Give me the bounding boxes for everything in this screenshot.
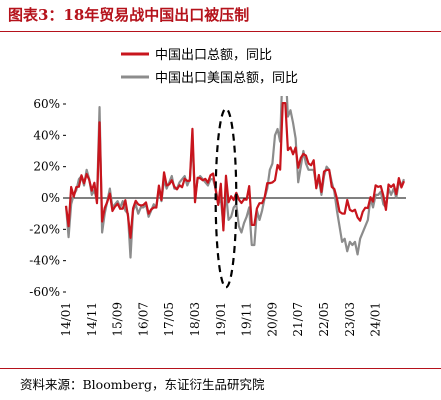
y-tick-label: 60% [33, 97, 60, 111]
y-axis: 60% 40% 20% 0% -20% -40% -60% [29, 97, 66, 299]
x-tick-label: 20/09 [265, 302, 279, 337]
trade-war-highlight-ellipse [214, 107, 238, 289]
title-underline [0, 31, 441, 32]
x-tick-label: 24/01 [369, 302, 383, 337]
y-tick-label: 0% [41, 191, 60, 205]
figure-title: 图表3：18年贸易战中国出口被压制 [8, 6, 250, 24]
series-line-total-exports [64, 101, 406, 239]
chart-legend: 中国出口总额，同比 中国出口美国总额，同比 [121, 48, 298, 86]
x-axis: 14/01 14/11 15/09 16/07 17/05 18/03 19/01 19/11… [59, 197, 406, 337]
x-tick-label: 14/11 [85, 302, 99, 337]
x-tick-label: 19/11 [240, 302, 254, 337]
source-note: 资料来源：Bloomberg，东证衍生品研究院 [20, 377, 265, 392]
x-tick-label: 16/07 [136, 302, 150, 337]
y-tick-label: -40% [29, 254, 60, 268]
x-tick-label: 21/07 [291, 302, 305, 337]
x-tick-label: 23/03 [343, 302, 357, 337]
x-tick-label: 14/01 [59, 302, 73, 337]
legend-label-total: 中国出口总额，同比 [155, 48, 272, 63]
x-tick-label: 22/05 [317, 302, 331, 337]
x-tick-label: 15/09 [111, 302, 125, 337]
x-tick-label: 17/05 [162, 302, 176, 337]
x-tick-label: 18/03 [188, 302, 202, 337]
y-tick-label: 20% [33, 160, 60, 174]
line-chart: 中国出口总额，同比 中国出口美国总额，同比 60% 40% 20% 0% -20% -40… [29, 48, 406, 337]
x-tick-label: 19/01 [214, 302, 228, 337]
series-line-us-exports [64, 96, 406, 259]
y-tick-label: 40% [33, 128, 60, 142]
legend-label-us: 中国出口美国总额，同比 [155, 71, 298, 86]
y-tick-label: -60% [29, 285, 60, 299]
source-divider [0, 368, 441, 369]
y-tick-label: -20% [29, 222, 60, 236]
